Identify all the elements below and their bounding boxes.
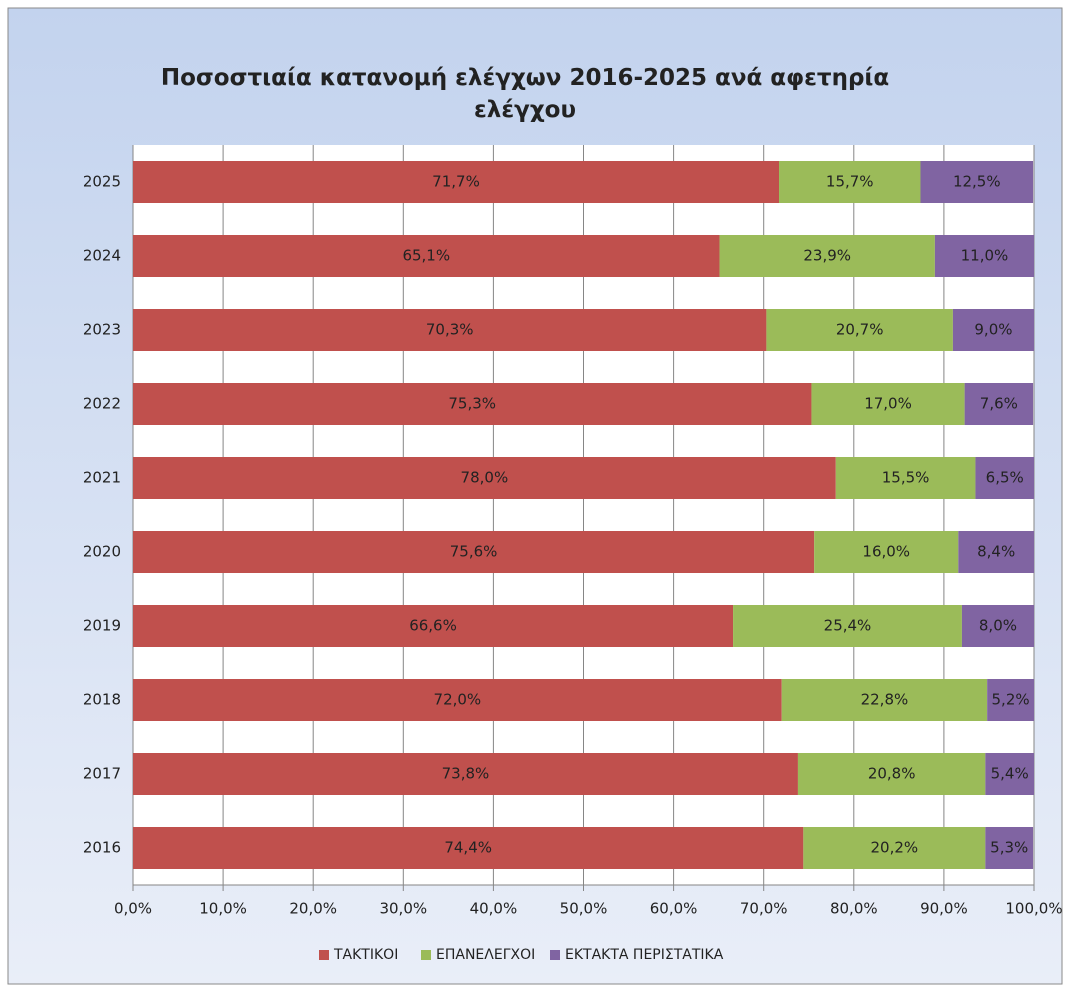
legend-swatch [550, 950, 560, 960]
y-tick-label: 2019 [83, 617, 121, 635]
bar-segment [985, 753, 1034, 795]
bar-segment [814, 531, 959, 573]
bar-segment [975, 457, 1034, 499]
data-label: 8,0% [979, 617, 1017, 635]
bar-segment [133, 753, 798, 795]
bar-segment [719, 235, 935, 277]
bar-segment [920, 161, 1034, 203]
bar-segment [958, 531, 1034, 573]
data-label: 15,7% [826, 173, 874, 191]
bar-segment [133, 679, 782, 721]
x-tick-label: 20,0% [289, 900, 337, 918]
data-label: 66,6% [409, 617, 457, 635]
y-tick-label: 2016 [83, 839, 121, 857]
x-tick-label: 100,0% [1005, 900, 1062, 918]
data-label: 65,1% [402, 247, 450, 265]
bar-segment [133, 605, 734, 647]
bar-segment [803, 827, 986, 869]
data-label: 17,0% [864, 395, 912, 413]
data-label: 71,7% [432, 173, 480, 191]
bar-segment [133, 531, 815, 573]
bar-segment [133, 457, 836, 499]
data-label: 74,4% [444, 839, 492, 857]
y-tick-label: 2022 [83, 395, 121, 413]
data-label: 5,2% [992, 691, 1030, 709]
data-label: 8,4% [977, 543, 1015, 561]
data-label: 20,7% [836, 321, 884, 339]
data-label: 7,6% [980, 395, 1018, 413]
data-label: 25,4% [824, 617, 872, 635]
data-label: 15,5% [882, 469, 930, 487]
bar-segment [952, 309, 1034, 351]
data-label: 6,5% [986, 469, 1024, 487]
data-label: 20,2% [871, 839, 919, 857]
bar-segment [797, 753, 986, 795]
legend-swatch [319, 950, 329, 960]
legend-label: ΕΚΤΑΚΤΑ ΠΕΡΙΣΤΑΤΙΚΑ [565, 947, 724, 963]
y-tick-label: 2018 [83, 691, 121, 709]
bar-segment [133, 383, 812, 425]
data-label: 72,0% [434, 691, 482, 709]
y-tick-label: 2017 [83, 765, 121, 783]
x-tick-label: 10,0% [199, 900, 247, 918]
y-tick-label: 2024 [83, 247, 121, 265]
data-label: 75,3% [448, 395, 496, 413]
bar-segment [961, 605, 1034, 647]
bar-segment [987, 679, 1034, 721]
legend-label: ΕΠΑΝΕΛΕΓΧΟΙ [436, 947, 535, 963]
data-label: 75,6% [450, 543, 498, 561]
y-tick-label: 2021 [83, 469, 121, 487]
data-label: 5,3% [990, 839, 1028, 857]
data-label: 11,0% [961, 247, 1009, 265]
bar-segment [133, 235, 720, 277]
data-label: 73,8% [442, 765, 490, 783]
bar-segment [133, 827, 804, 869]
data-label: 20,8% [868, 765, 916, 783]
legend-label: ΤΑΚΤΙΚΟΙ [333, 947, 398, 963]
data-label: 12,5% [953, 173, 1001, 191]
bar-segment [811, 383, 965, 425]
x-tick-label: 40,0% [470, 900, 518, 918]
data-label: 23,9% [803, 247, 851, 265]
x-tick-label: 30,0% [379, 900, 427, 918]
bar-segment [781, 679, 988, 721]
bar-segment [766, 309, 953, 351]
data-label: 16,0% [862, 543, 910, 561]
x-tick-label: 80,0% [830, 900, 878, 918]
legend-swatch [421, 950, 431, 960]
bar-segment [133, 309, 767, 351]
x-tick-label: 0,0% [114, 900, 152, 918]
x-tick-label: 70,0% [740, 900, 788, 918]
bar-segment [934, 235, 1034, 277]
bar-segment [779, 161, 921, 203]
bar-segment [733, 605, 962, 647]
x-tick-label: 60,0% [650, 900, 698, 918]
chart-title: Ποσοστιαία κατανομή ελέγχων 2016-2025 αν… [161, 65, 889, 123]
y-tick-label: 2020 [83, 543, 121, 561]
data-label: 70,3% [426, 321, 474, 339]
data-label: 78,0% [461, 469, 509, 487]
data-label: 5,4% [991, 765, 1029, 783]
x-tick-label: 90,0% [920, 900, 968, 918]
y-tick-label: 2023 [83, 321, 121, 339]
data-label: 9,0% [974, 321, 1012, 339]
bar-segment [835, 457, 976, 499]
bar-segment [133, 161, 780, 203]
y-tick-label: 2025 [83, 173, 121, 191]
data-label: 22,8% [861, 691, 909, 709]
bar-segment [964, 383, 1034, 425]
bar-segment [985, 827, 1034, 869]
x-tick-label: 50,0% [560, 900, 608, 918]
